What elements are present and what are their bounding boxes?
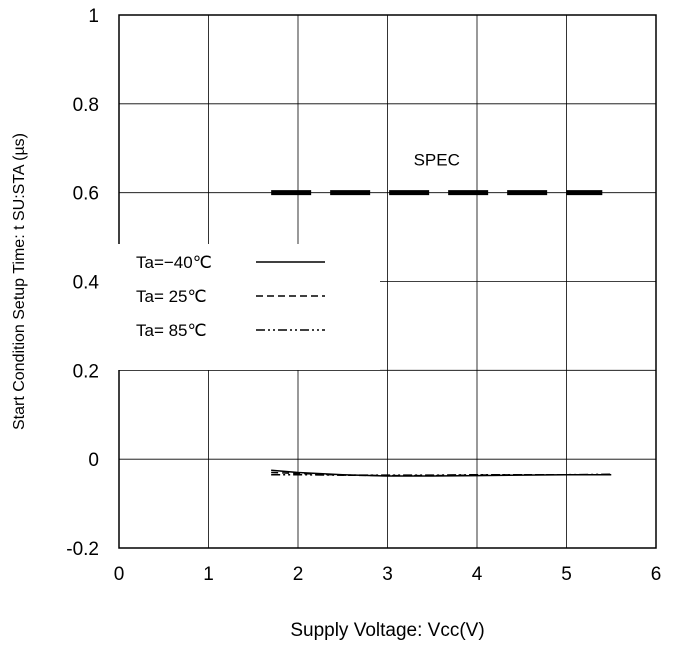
x-tick-label: 2	[293, 564, 304, 585]
x-tick-label: 5	[561, 564, 572, 585]
spec-line-group: SPEC	[271, 151, 603, 196]
legend-label: Ta=−40℃	[136, 253, 212, 272]
x-tick-label: 3	[382, 564, 393, 585]
y-tick-label: 0.6	[73, 184, 99, 205]
x-tick-label: 6	[651, 564, 662, 585]
x-tick-labels: 0 1 2 3 4 5 6	[114, 564, 662, 585]
series-line	[271, 473, 612, 476]
series-line	[271, 471, 612, 477]
y-tick-label: 1	[88, 6, 99, 27]
y-tick-label: 0.2	[73, 361, 99, 382]
x-tick-label: 4	[472, 564, 483, 585]
legend-label: Ta= 25℃	[136, 287, 207, 306]
x-tick-label: 1	[203, 564, 214, 585]
legend-box	[118, 244, 380, 370]
y-tick-labels: -0.2 0 0.2 0.4 0.6 0.8 1	[66, 6, 99, 560]
x-axis-label: Supply Voltage: Vcc(V)	[290, 620, 484, 641]
grid	[119, 15, 656, 548]
spec-label: SPEC	[414, 151, 460, 170]
series-lines	[271, 469, 612, 477]
y-tick-label: 0	[88, 450, 99, 471]
x-tick-label: 0	[114, 564, 125, 585]
y-tick-label: -0.2	[66, 539, 99, 560]
y-tick-label: 0.4	[73, 273, 100, 294]
y-axis-label: Start Condition Setup Time: t SU:STA (µs…	[11, 133, 28, 430]
legend: Ta=−40℃ Ta= 25℃ Ta= 85℃	[118, 244, 380, 370]
legend-label: Ta= 85℃	[136, 321, 207, 340]
y-tick-label: 0.8	[73, 95, 99, 116]
